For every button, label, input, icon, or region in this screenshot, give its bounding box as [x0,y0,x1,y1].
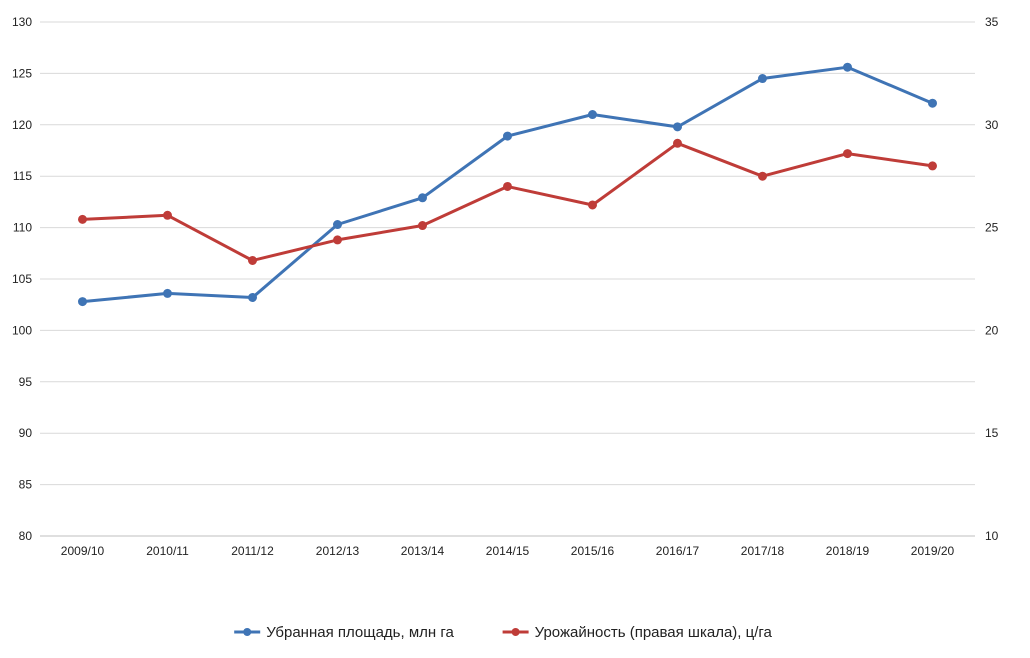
left-tick-label: 110 [13,221,32,235]
data-point [758,74,767,84]
grid [40,21,975,537]
legend-item: Урожайность (правая шкала), ц/га [502,624,773,641]
data-point [588,110,597,120]
legend-marker-swatch [243,628,252,636]
data-point [928,161,937,171]
data-point [333,235,342,245]
x-tick-label: 2009/10 [61,544,105,558]
right-tick-label: 30 [985,118,999,132]
right-tick-label: 15 [985,426,999,440]
x-tick-label: 2015/16 [571,544,615,558]
left-tick-label: 80 [19,529,33,543]
x-tick-label: 2014/15 [486,544,530,558]
x-tick-label: 2019/20 [911,544,955,558]
left-tick-label: 125 [12,66,32,80]
data-point [588,200,597,210]
data-point [163,288,172,298]
data-point [418,221,427,231]
series [78,62,937,307]
data-point [333,220,342,230]
right-tick-label: 25 [985,221,999,235]
data-point [418,193,427,203]
left-tick-label: 85 [19,478,33,492]
data-point [673,138,682,148]
legend-label: Урожайность (правая шкала), ц/га [535,624,773,641]
series-line [81,141,934,262]
legend-marker-swatch [511,628,520,636]
data-point [78,214,87,224]
left-tick-label: 120 [12,118,32,132]
data-point [843,149,852,159]
left-tick-label: 105 [12,272,32,286]
right-tick-label: 20 [985,323,999,337]
legend-label: Убранная площадь, млн га [266,624,454,641]
data-point [673,122,682,132]
x-tick-label: 2017/18 [741,544,785,558]
data-point [163,210,172,220]
right-tick-label: 35 [985,15,999,29]
x-tick-label: 2013/14 [401,544,445,558]
left-axis: 80 85 90 95 100 105 110 115 120 125 130 [12,15,32,543]
series-2 [78,138,937,265]
x-tick-label: 2012/13 [316,544,360,558]
left-tick-label: 90 [19,426,33,440]
left-tick-label: 130 [12,15,32,29]
left-tick-label: 115 [13,169,32,183]
legend: Убранная площадь, млн га Урожайность (пра… [234,624,773,641]
data-point [78,297,87,307]
data-point [503,131,512,141]
x-tick-label: 2011/12 [231,544,274,558]
left-tick-label: 95 [19,375,33,389]
data-point [503,181,512,191]
legend-item: Убранная площадь, млн га [234,624,455,641]
data-point [758,171,767,181]
left-tick-label: 100 [12,323,32,337]
right-axis: 10 15 20 25 30 35 [985,15,999,543]
x-axis: 2009/10 2010/11 2011/12 2012/13 2013/14 2014/… [61,544,955,558]
data-point [843,62,852,72]
x-tick-label: 2018/19 [826,544,870,558]
right-tick-label: 10 [985,529,999,543]
data-point [248,293,257,303]
data-point [928,98,937,108]
x-tick-label: 2016/17 [656,544,700,558]
data-point [248,255,257,265]
series-1 [78,62,937,307]
x-tick-label: 2010/11 [146,544,189,558]
